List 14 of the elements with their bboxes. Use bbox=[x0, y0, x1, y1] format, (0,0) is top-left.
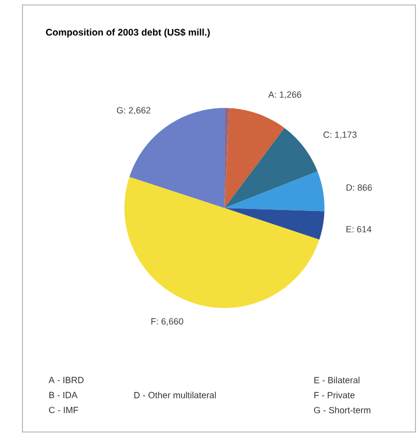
text: D - Other multilateral bbox=[134, 392, 216, 398]
chart-title: Composition of 2003 debt (US$ mill.) bbox=[46, 28, 210, 38]
data-label: F: 6,660 bbox=[151, 318, 183, 326]
text: F - Private bbox=[314, 392, 354, 398]
data-label: C: 1,173 bbox=[323, 132, 356, 139]
text: A - IBRD bbox=[48, 376, 84, 384]
text: G - Short-term bbox=[314, 406, 370, 414]
text: C - IMF bbox=[48, 406, 78, 414]
text: E - Bilateral bbox=[314, 376, 360, 384]
text: B - IDA bbox=[49, 392, 78, 398]
data-label: D: 866 bbox=[346, 184, 372, 191]
data-label: E: 614 bbox=[346, 226, 372, 232]
data-label: G: 2,662 bbox=[116, 107, 150, 115]
data-label: A: 1,266 bbox=[268, 91, 302, 99]
